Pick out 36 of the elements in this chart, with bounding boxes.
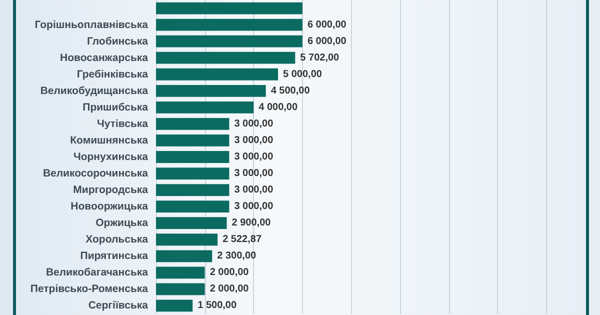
data-label: 3 000,00 <box>234 201 274 212</box>
y-tick-label: Оржицька <box>96 217 148 230</box>
y-tick-label: Сергіївська <box>88 300 148 312</box>
y-tick-label: Чорнухинська <box>73 151 148 163</box>
data-label: 3 000,00 <box>234 168 274 180</box>
data-label: 2 000,00 <box>210 267 250 278</box>
data-label: 2 522,87 <box>222 234 262 246</box>
data-label: 3 000,00 <box>234 184 274 196</box>
data-label: 4 500,00 <box>270 85 310 96</box>
data-label: 2 000,00 <box>210 284 250 295</box>
data-label: 5 000,00 <box>283 68 322 80</box>
y-tick-label: Новосанжарська <box>60 52 148 64</box>
y-tick-label: Новооржицька <box>70 200 148 213</box>
data-label: 6 000,00 <box>307 36 347 47</box>
y-tick-label: Великобагачанська <box>46 266 148 279</box>
y-tick-label: Великосорочинська <box>42 168 148 180</box>
data-label: 6 000,00 <box>307 19 347 30</box>
y-tick-label: Миргородська <box>73 184 148 196</box>
y-tick-label: Петрівсько-Роменська <box>30 283 148 296</box>
data-label: 1 500,00 <box>198 300 237 312</box>
y-tick-label: Пришибська <box>82 101 148 114</box>
y-tick-label: Комишнянська <box>70 134 148 146</box>
y-tick-label: Пирятинська <box>80 250 148 262</box>
y-tick-label: Чутівська <box>97 118 148 130</box>
y-tick-label: Великобудищанська <box>40 84 148 97</box>
data-label: 3 000,00 <box>234 152 274 162</box>
data-label: 2 900,00 <box>232 218 272 229</box>
data-label: 2 300,00 <box>217 250 256 262</box>
data-label: 3 000,00 <box>234 118 274 130</box>
y-tick-label: Гребінківська <box>76 68 148 80</box>
data-label: 3 000,00 <box>234 134 274 146</box>
y-tick-label: Горішньоплавнівська <box>34 18 148 31</box>
y-tick-label: Глобинська <box>86 35 148 48</box>
data-label: 5 702,00 <box>300 52 340 64</box>
y-tick-label: Хорольська <box>86 234 148 246</box>
data-label: 4 000,00 <box>258 102 298 113</box>
